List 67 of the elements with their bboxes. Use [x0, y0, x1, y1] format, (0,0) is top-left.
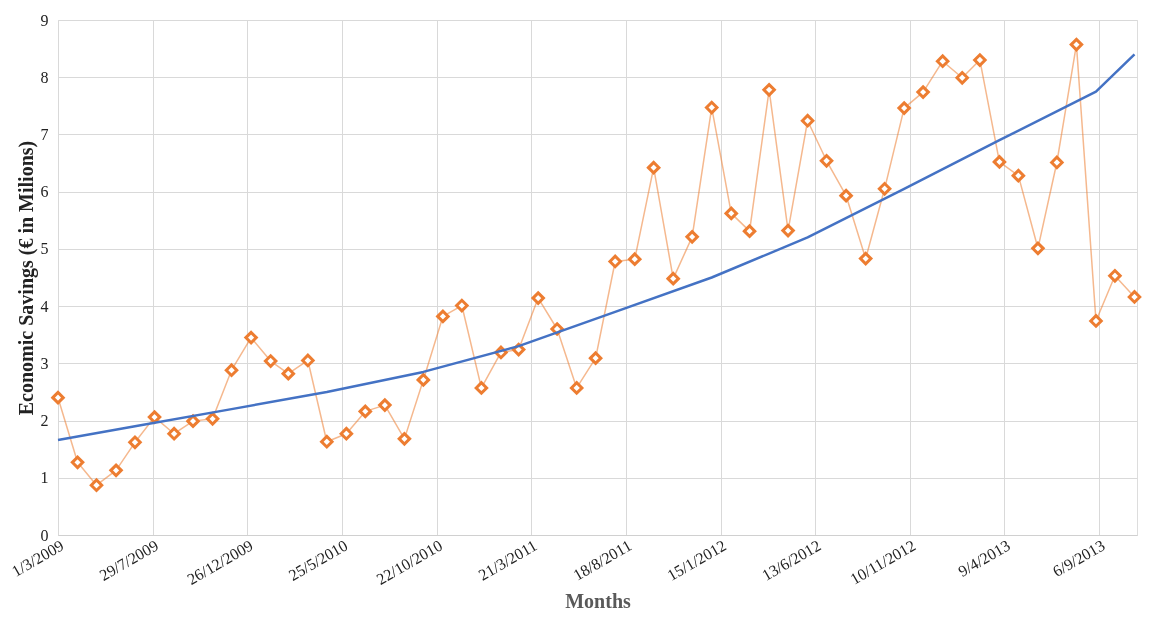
point [205, 412, 220, 426]
point [1108, 269, 1122, 283]
y-tick-label: 5 [40, 240, 49, 258]
point [186, 414, 200, 428]
y-axis-title: Economic Savings (€ in Milions) [14, 140, 38, 416]
point [320, 434, 334, 449]
point [1089, 314, 1103, 328]
point [128, 435, 142, 450]
point [301, 353, 315, 368]
y-tick-label: 2 [40, 412, 49, 430]
point [935, 54, 950, 68]
point [646, 160, 661, 175]
point [474, 381, 489, 395]
point [858, 251, 873, 266]
point [70, 455, 85, 470]
y-tick-label: 0 [40, 526, 49, 544]
point [281, 366, 296, 381]
point [147, 410, 162, 424]
point [608, 254, 622, 269]
point [531, 291, 545, 305]
point [897, 101, 911, 115]
point [1011, 168, 1026, 183]
point [685, 230, 699, 244]
point [800, 113, 815, 128]
point [263, 354, 278, 368]
point [436, 309, 450, 324]
point [666, 271, 680, 286]
point [51, 390, 65, 405]
y-tick-label: 3 [40, 354, 49, 372]
point [724, 206, 739, 221]
point [742, 224, 757, 238]
y-tick-label: 1 [40, 469, 49, 487]
point [819, 154, 834, 168]
point [416, 373, 431, 387]
x-axis-title: Months [565, 589, 631, 612]
point [1127, 290, 1142, 304]
point [244, 330, 258, 345]
line-series [56, 53, 1136, 442]
point [1031, 241, 1045, 256]
point [916, 85, 930, 99]
point [89, 478, 104, 492]
point [109, 463, 123, 478]
point [1069, 37, 1084, 52]
point [704, 100, 719, 115]
point [1050, 155, 1064, 170]
y-tick-label: 6 [40, 183, 49, 201]
y-tick-label: 8 [40, 68, 49, 86]
point [762, 83, 776, 97]
y-tick-label: 7 [40, 125, 49, 143]
point [358, 404, 373, 419]
point [992, 155, 1007, 169]
point [167, 426, 181, 441]
y-tick-label: 4 [40, 297, 49, 315]
y-tick-label: 9 [40, 11, 49, 29]
point [839, 188, 853, 203]
point [877, 182, 892, 196]
point [588, 351, 603, 365]
point [455, 298, 469, 313]
point [781, 223, 795, 238]
point [955, 71, 969, 85]
point [973, 53, 987, 67]
point [378, 398, 392, 412]
point [224, 363, 239, 377]
point [397, 432, 412, 446]
point [627, 252, 642, 266]
point [339, 426, 354, 441]
point [569, 381, 584, 395]
